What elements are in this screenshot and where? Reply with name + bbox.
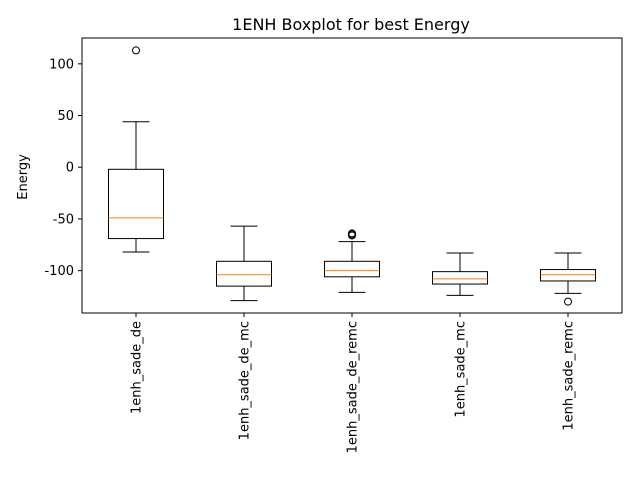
outlier-point [348, 231, 356, 240]
outlier-point [564, 297, 572, 306]
box-iqr [324, 260, 380, 278]
x-tick-label: 1enh_sade_mc [454, 321, 469, 418]
x-tick-label: 1enh_sade_de_remc [346, 321, 361, 453]
y-tick-label: 0 [66, 161, 74, 176]
box-iqr [216, 260, 272, 287]
y-tick-label: 100 [49, 57, 74, 72]
y-tick-label: 50 [57, 109, 74, 124]
x-tick-label: 1enh_sade_de_mc [238, 321, 253, 440]
y-axis-label: Energy [16, 154, 31, 200]
box-iqr [108, 168, 164, 240]
box-group-1 [216, 225, 272, 302]
plot-area [108, 46, 596, 306]
outlier-point [132, 46, 140, 55]
chart-title: 1ENH Boxplot for best Energy [232, 15, 470, 34]
box-group-2 [324, 229, 380, 293]
x-tick-label: 1enh_sade_remc [562, 321, 577, 431]
y-tick-label: -50 [53, 212, 74, 227]
box-group-3 [432, 252, 488, 296]
box-iqr [432, 271, 488, 285]
x-tick-label: 1enh_sade_de [130, 321, 145, 414]
axes: -100 -50 0 50 100 1enh_sade_de 1enh_sade_de_mc… [44, 57, 576, 453]
box-group-4 [540, 252, 596, 306]
y-tick-label: -100 [44, 264, 74, 279]
box-group-0 [108, 46, 164, 253]
box-iqr [540, 269, 596, 282]
